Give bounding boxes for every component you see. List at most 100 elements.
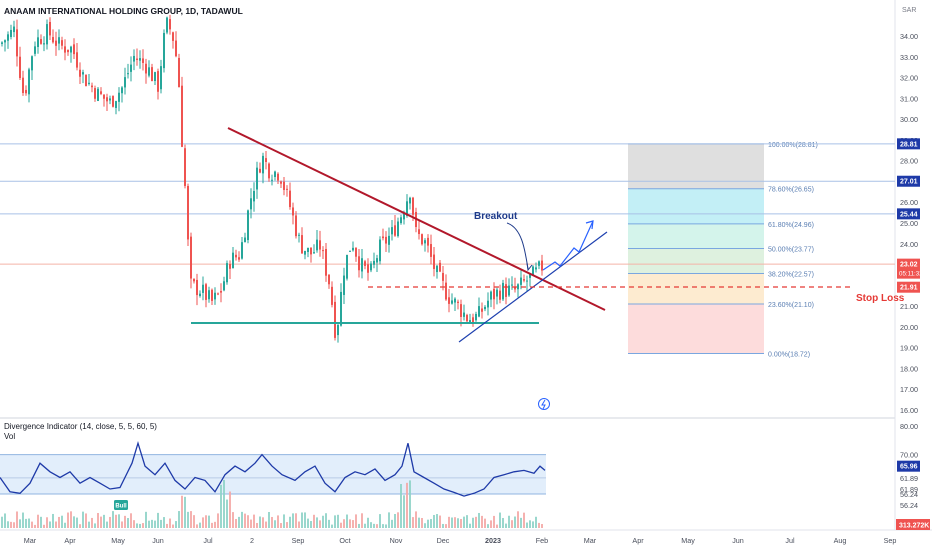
time-tick-label: Jul <box>785 536 795 545</box>
candle-body <box>232 252 234 269</box>
volume-bar <box>208 515 210 528</box>
candle-body <box>454 298 456 303</box>
time-tick-label: 2 <box>250 536 254 545</box>
volume-bar <box>277 515 279 528</box>
candle-body <box>70 46 72 53</box>
candle-body <box>223 281 225 291</box>
volume-bar <box>40 516 42 528</box>
candle-body <box>46 24 48 45</box>
volume-bar <box>295 513 297 528</box>
drawing-tools[interactable] <box>191 127 850 410</box>
candle-body <box>112 96 114 107</box>
candle-body <box>19 56 21 78</box>
price-tag[interactable] <box>897 175 920 187</box>
time-axis[interactable]: Mar Apr May Jun Jul 2 Sep Oct Nov Dec 2023 Feb Mar Ap… <box>24 536 897 545</box>
volume-bar <box>181 495 183 528</box>
candle-body <box>280 181 282 184</box>
price-tag[interactable] <box>897 281 920 293</box>
candle-body <box>436 265 438 273</box>
volume-bar <box>178 511 180 528</box>
candle-body <box>73 44 75 55</box>
price-tag[interactable] <box>897 138 920 150</box>
volume-bar <box>250 519 252 528</box>
candle-body <box>304 250 306 255</box>
volume-bar <box>124 515 126 528</box>
price-tag[interactable] <box>897 258 920 279</box>
price-tick-label: 32.00 <box>900 74 918 83</box>
volume-value-tag[interactable] <box>896 519 930 530</box>
candle-body <box>493 288 495 300</box>
oscillator-tick-label: 80.00 <box>900 422 918 431</box>
volume-bar <box>130 513 132 528</box>
volume-bar <box>373 523 375 528</box>
volume-bar <box>244 513 246 528</box>
price-tag[interactable] <box>897 208 920 220</box>
volume-bar <box>199 522 201 528</box>
volume-bar <box>196 524 198 528</box>
volume-bar <box>502 517 504 528</box>
candle-body <box>241 242 243 259</box>
fibonacci-retracement[interactable]: 100.00%(28.81) 78.60%(26.65) 61.80%(24.96)… <box>0 142 895 359</box>
volume-bar <box>481 515 483 528</box>
candle-body <box>289 190 291 208</box>
candle-body <box>43 43 45 45</box>
candle-body <box>235 254 237 258</box>
price-axis[interactable]: 34.0033.0032.0031.0030.0029.0028.0027.00… <box>896 32 930 530</box>
candle-body <box>439 262 441 272</box>
volume-bar <box>58 516 60 528</box>
time-tick-label: 2023 <box>485 536 501 545</box>
volume-bar <box>421 518 423 528</box>
candle-body <box>244 237 246 243</box>
price-tick-label: 16.00 <box>900 406 918 415</box>
candle-body <box>199 293 201 297</box>
candle-body <box>190 236 192 279</box>
volume-bar <box>538 522 540 528</box>
volume-bar <box>172 524 174 528</box>
volume-bar <box>106 521 108 528</box>
volume-bar <box>424 523 426 528</box>
volume-bar <box>331 524 333 528</box>
volume-bar <box>34 524 36 528</box>
oscillator-level-label: 56.24 <box>900 501 918 510</box>
volume-bar <box>397 512 399 528</box>
price-tag-label: 21.91 <box>900 285 918 292</box>
volume-bar <box>274 520 276 528</box>
volume-bar <box>448 516 450 528</box>
candle-body <box>205 284 207 300</box>
volume-bar <box>166 523 168 528</box>
candle-body <box>325 248 327 276</box>
candle-body <box>145 63 147 74</box>
alert-icon[interactable] <box>538 398 550 410</box>
volume-bar <box>91 517 93 528</box>
volume-bar <box>127 518 129 528</box>
candle-body <box>328 274 330 285</box>
candle-body <box>115 101 117 108</box>
candle-body <box>397 221 399 237</box>
volume-bar <box>148 520 150 528</box>
price-tick-label: 20.00 <box>900 323 918 332</box>
candle-body <box>475 313 477 321</box>
volume-bar <box>466 515 468 528</box>
candle-body <box>391 227 393 235</box>
candle-body <box>478 306 480 317</box>
projection-path[interactable] <box>542 220 594 271</box>
volume-bar <box>16 511 18 528</box>
volume-bar <box>25 518 27 528</box>
volume-bar <box>217 513 219 528</box>
volume-bar <box>382 524 384 528</box>
price-tag-label: 27.01 <box>900 179 918 186</box>
candle-body <box>94 88 96 99</box>
time-tick-label: Jun <box>732 536 744 545</box>
oscillator-value-tag[interactable] <box>897 460 920 472</box>
volume-bar <box>442 523 444 528</box>
time-tick-label: Sep <box>884 536 897 545</box>
volume-bar <box>388 512 390 528</box>
bull-signal-label: Bull <box>115 504 127 510</box>
candle-body <box>187 185 189 240</box>
candle-body <box>406 201 408 216</box>
fib-level-label: 38.20%(22.57) <box>768 271 814 278</box>
volume-bar <box>145 511 147 528</box>
candle-body <box>367 264 369 273</box>
candle-body <box>79 69 81 77</box>
